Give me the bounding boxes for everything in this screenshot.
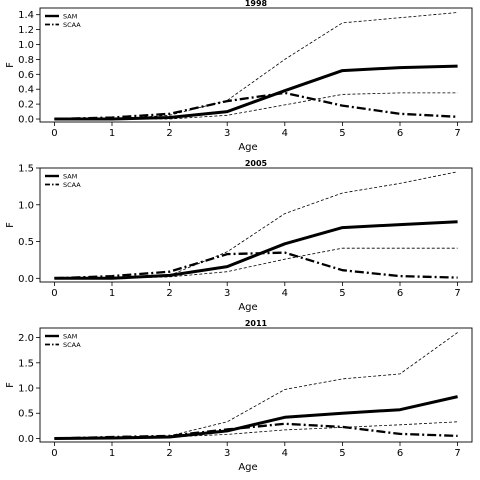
y-tick-label: 1.2: [18, 25, 34, 36]
series-line-scaa: [54, 251, 458, 280]
x-tick-label: 1: [109, 128, 115, 139]
y-tick-label: 0.4: [18, 85, 34, 96]
y-tick-label: 1.0: [18, 200, 34, 211]
chart-title: 2005: [245, 159, 268, 168]
y-tick-label: 1.0: [18, 384, 34, 395]
chart-title: 1998: [245, 0, 268, 8]
series-line-sam: [54, 220, 458, 280]
x-axis-label: Age: [238, 462, 257, 473]
x-tick-label: 2: [166, 448, 172, 459]
x-tick-label: 5: [339, 128, 345, 139]
x-tick-label: 2: [166, 288, 172, 299]
chart-title: 2011: [245, 319, 268, 328]
y-tick-label: 1.4: [18, 10, 34, 21]
y-tick-label: 1.5: [18, 358, 34, 369]
y-tick-label: 0.2: [18, 100, 34, 111]
x-tick-label: 6: [397, 448, 403, 459]
y-tick-label: 1.5: [18, 164, 34, 175]
series-line-sam: [54, 64, 458, 121]
series-line-sam: [54, 395, 458, 440]
plot-area: [39, 327, 473, 443]
x-tick-label: 3: [224, 128, 230, 139]
x-tick-label: 4: [282, 288, 288, 299]
plot-area: [39, 167, 473, 283]
y-tick-label: 0.0: [18, 274, 34, 285]
series-line-envelope: [54, 12, 458, 120]
x-tick-label: 5: [339, 448, 345, 459]
x-tick-label: 7: [454, 128, 460, 139]
y-axis-label: F: [5, 382, 16, 388]
x-tick-label: 3: [224, 288, 230, 299]
y-tick-label: 1.0: [18, 40, 34, 51]
x-tick-label: 5: [339, 288, 345, 299]
x-tick-label: 1: [109, 288, 115, 299]
y-tick-label: 2.0: [18, 333, 34, 344]
y-tick-label: 0.8: [18, 55, 34, 66]
y-tick-label: 0.0: [18, 434, 34, 445]
y-axis-label: F: [5, 62, 16, 68]
legend-label-scaa: SCAA: [63, 21, 81, 29]
x-tick-label: 6: [397, 288, 403, 299]
x-axis-label: Age: [238, 302, 257, 313]
y-tick-label: 0.5: [18, 409, 34, 420]
x-tick-label: 0: [51, 448, 57, 459]
series-line-scaa: [54, 422, 458, 440]
y-tick-label: 0.5: [18, 237, 34, 248]
x-axis-label: Age: [238, 142, 257, 153]
y-axis-label: F: [5, 222, 16, 228]
legend-label-sam: SAM: [63, 172, 77, 180]
legend-label-scaa: SCAA: [63, 181, 81, 189]
x-tick-label: 4: [282, 128, 288, 139]
plot-area: [39, 7, 473, 123]
series-line-scaa: [54, 91, 458, 121]
x-tick-label: 0: [51, 288, 57, 299]
x-tick-label: 0: [51, 128, 57, 139]
y-tick-label: 0.6: [18, 70, 34, 81]
x-tick-label: 6: [397, 128, 403, 139]
legend-label-scaa: SCAA: [63, 341, 81, 349]
x-tick-label: 7: [454, 288, 460, 299]
series-line-envelope: [54, 92, 458, 120]
x-tick-label: 7: [454, 448, 460, 459]
x-tick-label: 4: [282, 448, 288, 459]
x-tick-label: 1: [109, 448, 115, 459]
legend-label-sam: SAM: [63, 12, 77, 20]
x-tick-label: 2: [166, 128, 172, 139]
panel-1998: 1998 0 1 2 3 4 5 6 7 0.0 0.2 0.4 0.6 0.8 1.0 1.2 1.4 Age F…: [5, 0, 473, 153]
y-tick-label: 0.0: [18, 115, 34, 126]
legend-label-sam: SAM: [63, 332, 77, 340]
x-tick-label: 3: [224, 448, 230, 459]
